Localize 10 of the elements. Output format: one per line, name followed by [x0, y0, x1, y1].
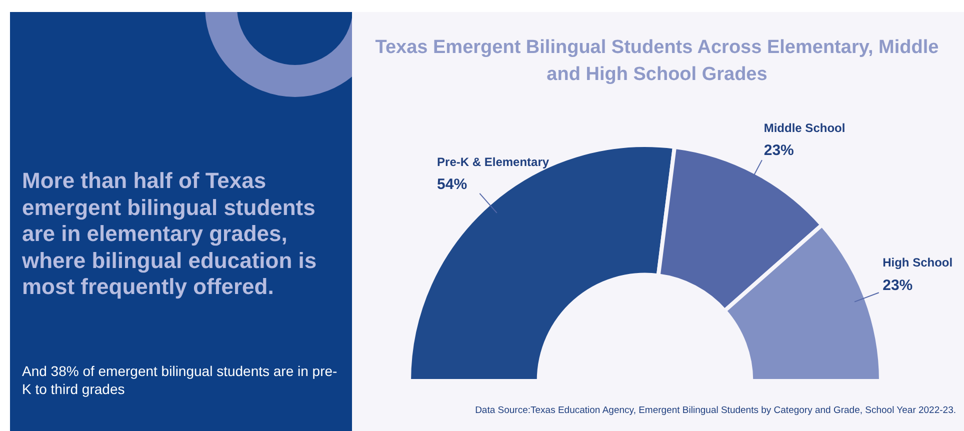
source-note: Data Source:Texas Education Agency, Emergent Bilingual Students by Category and Grade, School Year 2022-23. — [474, 405, 956, 416]
data-label: 23% — [764, 142, 794, 160]
data-label: 23% — [882, 276, 913, 294]
chart-title: Texas Emergent Bilingual Students Across Elementary, Middle and High School Grades — [374, 36, 940, 87]
slice-label: Pre-K & Elementary — [437, 154, 550, 169]
slice-label: Middle School — [764, 120, 846, 135]
slice-label: High School — [882, 256, 953, 270]
text: More than half of Texas emergent bilingual students are in elementary grades, where bilingual education is most frequently offered. — [22, 168, 318, 300]
text: And 38% of emergent bilingual students are in pre-K to third grades — [22, 362, 338, 398]
data-label: 54% — [437, 176, 468, 194]
